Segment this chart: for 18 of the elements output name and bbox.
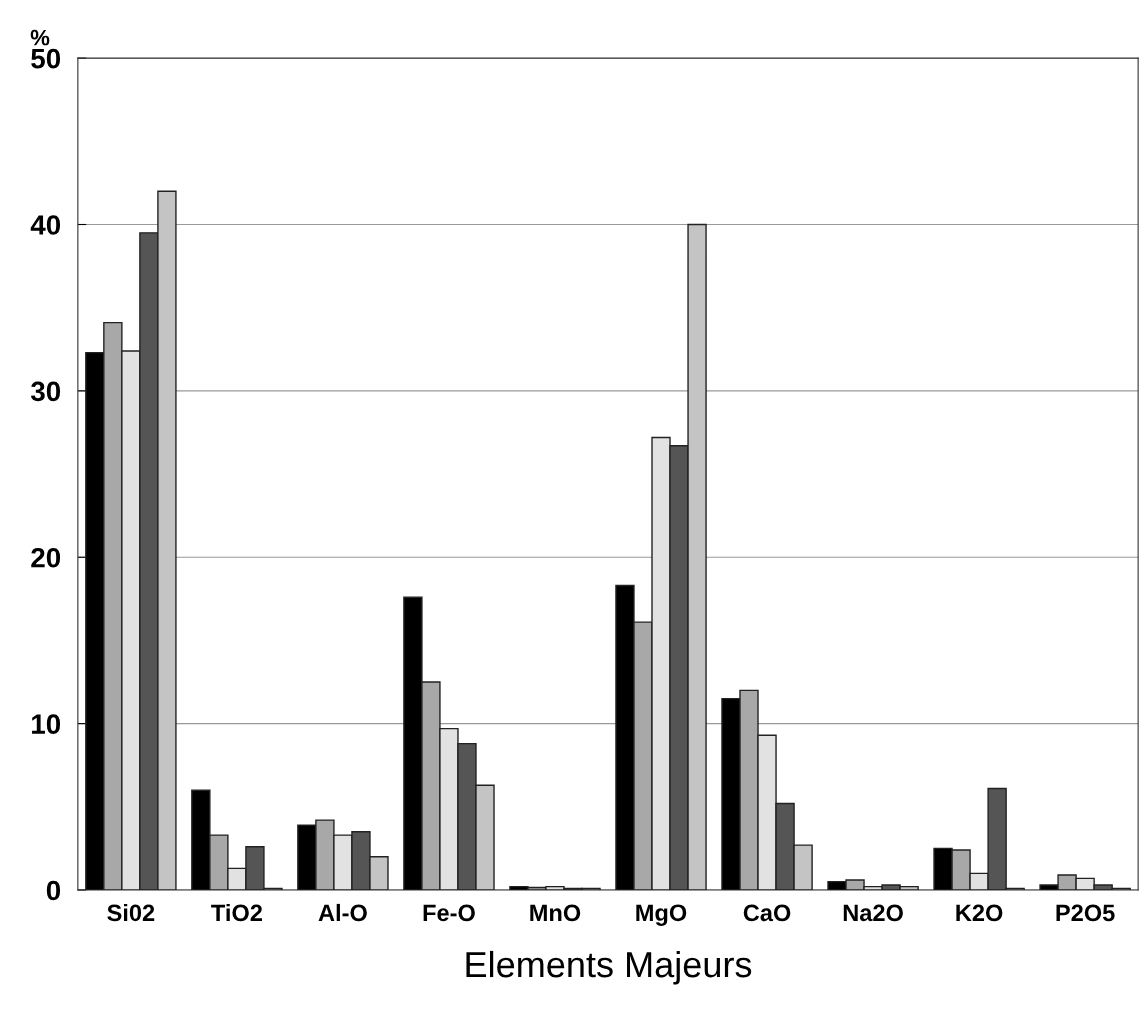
x-axis-title: Elements Majeurs (466, 950, 752, 985)
y-tick-label: 50 (31, 48, 61, 69)
y-tick-label: 20 (31, 547, 61, 568)
y-tick-label: 0 (46, 880, 61, 901)
x-tick-label: Si02 (107, 903, 155, 922)
x-tick-label: TiO2 (211, 903, 262, 922)
y-tick-label: 30 (30, 381, 61, 402)
x-tick-label: MnO (530, 904, 581, 922)
x-tick-label: Al-O (318, 903, 367, 922)
x-tick-label: MgO (636, 904, 687, 926)
y-tick-label: 40 (30, 215, 61, 235)
x-tick-label: Na2O (843, 904, 903, 922)
x-tick-label: Fe-O (423, 904, 475, 922)
x-tick-label: P2O5 (1056, 904, 1115, 922)
x-tick-label: CaO (743, 904, 791, 922)
x-tick-label: K2O (956, 904, 1003, 922)
y-axis-title: % (30, 29, 50, 46)
y-tick-label: 10 (32, 714, 61, 734)
